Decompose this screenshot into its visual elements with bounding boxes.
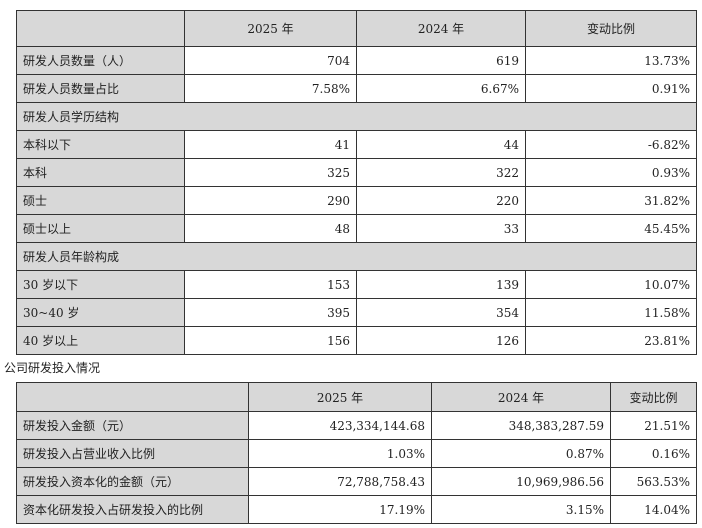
column-header: 2025 年	[248, 382, 432, 412]
cell-value: 395	[184, 298, 357, 327]
row-label: 硕士	[16, 186, 185, 215]
table-row: 研发投入占营业收入比例 1.03% 0.87% 0.16%	[16, 439, 697, 468]
column-header	[16, 382, 249, 412]
column-header: 变动比例	[525, 10, 697, 47]
row-label: 研发人员数量（人）	[16, 46, 185, 75]
cell-value: 126	[356, 326, 526, 355]
cell-value: 23.81%	[525, 326, 697, 355]
cell-value: 33	[356, 214, 526, 243]
column-header: 2024 年	[356, 10, 526, 47]
table-row: 30~40 岁 395 354 11.58%	[16, 298, 697, 327]
cell-value: 6.67%	[356, 74, 526, 103]
header-row: 2025 年 2024 年变动比例	[16, 10, 697, 47]
investment-table-title: 公司研发投入情况	[4, 361, 101, 375]
cell-value: 10.07%	[525, 270, 697, 299]
cell-value: 72,788,758.43	[248, 467, 432, 496]
row-label: 研发投入占营业收入比例	[16, 439, 249, 468]
column-header	[16, 10, 185, 47]
table-row: 40 岁以上 156 126 23.81%	[16, 326, 697, 355]
column-header: 2025 年	[184, 10, 357, 47]
cell-value: 14.04%	[610, 495, 697, 524]
cell-value: 290	[184, 186, 357, 215]
cell-value: 0.87%	[431, 439, 611, 468]
section-row: 研发人员学历结构	[16, 102, 697, 131]
table-row: 30 岁以下 153 139 10.07%	[16, 270, 697, 299]
cell-value: 153	[184, 270, 357, 299]
table-row: 资本化研发投入占研发投入的比例 17.19% 3.15% 14.04%	[16, 495, 697, 524]
cell-value: 354	[356, 298, 526, 327]
column-header: 2024 年	[431, 382, 611, 412]
cell-value: 31.82%	[525, 186, 697, 215]
cell-value: 619	[356, 46, 526, 75]
cell-value: 13.73%	[525, 46, 697, 75]
row-label: 硕士以上	[16, 214, 185, 243]
table-row: 研发人员数量占比 7.58% 6.67% 0.91%	[16, 74, 697, 103]
section-row: 研发人员年龄构成	[16, 242, 697, 271]
section-label: 研发人员年龄构成	[16, 242, 697, 271]
cell-value: 322	[356, 158, 526, 187]
cell-value: -6.82%	[525, 130, 697, 159]
row-label: 研发人员数量占比	[16, 74, 185, 103]
table-row: 本科以下 41 44 -6.82%	[16, 130, 697, 159]
cell-value: 7.58%	[184, 74, 357, 103]
row-label: 30~40 岁	[16, 298, 185, 327]
table-row: 研发投入金额（元） 423,334,144.68 348,383,287.59 21.…	[16, 411, 697, 440]
cell-value: 563.53%	[610, 467, 697, 496]
cell-value: 0.91%	[525, 74, 697, 103]
cell-value: 0.16%	[610, 439, 697, 468]
table-row: 研发投入资本化的金额（元） 72,788,758.43 10,969,986.56 5…	[16, 467, 697, 496]
cell-value: 0.93%	[525, 158, 697, 187]
table-row: 硕士以上 48 33 45.45%	[16, 214, 697, 243]
header-row: 2025 年 2024 年变动比例	[16, 382, 697, 412]
rd-personnel-table: 2025 年 2024 年变动比例 研发人员数量（人） 704 619 13.73% 研发人…	[16, 10, 697, 355]
table-row: 本科 325 322 0.93%	[16, 158, 697, 187]
cell-value: 156	[184, 326, 357, 355]
cell-value: 325	[184, 158, 357, 187]
row-label: 本科	[16, 158, 185, 187]
row-label: 资本化研发投入占研发投入的比例	[16, 495, 249, 524]
row-label: 40 岁以上	[16, 326, 185, 355]
cell-value: 21.51%	[610, 411, 697, 440]
cell-value: 11.58%	[525, 298, 697, 327]
row-label: 研发投入资本化的金额（元）	[16, 467, 249, 496]
row-label: 研发投入金额（元）	[16, 411, 249, 440]
cell-value: 41	[184, 130, 357, 159]
cell-value: 48	[184, 214, 357, 243]
cell-value: 44	[356, 130, 526, 159]
rd-investment-table: 2025 年 2024 年变动比例 研发投入金额（元） 423,334,144.68 3…	[16, 382, 697, 524]
cell-value: 45.45%	[525, 214, 697, 243]
table-row: 研发人员数量（人） 704 619 13.73%	[16, 46, 697, 75]
cell-value: 139	[356, 270, 526, 299]
cell-value: 704	[184, 46, 357, 75]
cell-value: 220	[356, 186, 526, 215]
section-label: 研发人员学历结构	[16, 102, 697, 131]
cell-value: 10,969,986.56	[431, 467, 611, 496]
table-row: 硕士 290 220 31.82%	[16, 186, 697, 215]
cell-value: 423,334,144.68	[248, 411, 432, 440]
column-header: 变动比例	[610, 382, 697, 412]
cell-value: 17.19%	[248, 495, 432, 524]
cell-value: 348,383,287.59	[431, 411, 611, 440]
cell-value: 3.15%	[431, 495, 611, 524]
cell-value: 1.03%	[248, 439, 432, 468]
row-label: 30 岁以下	[16, 270, 185, 299]
row-label: 本科以下	[16, 130, 185, 159]
